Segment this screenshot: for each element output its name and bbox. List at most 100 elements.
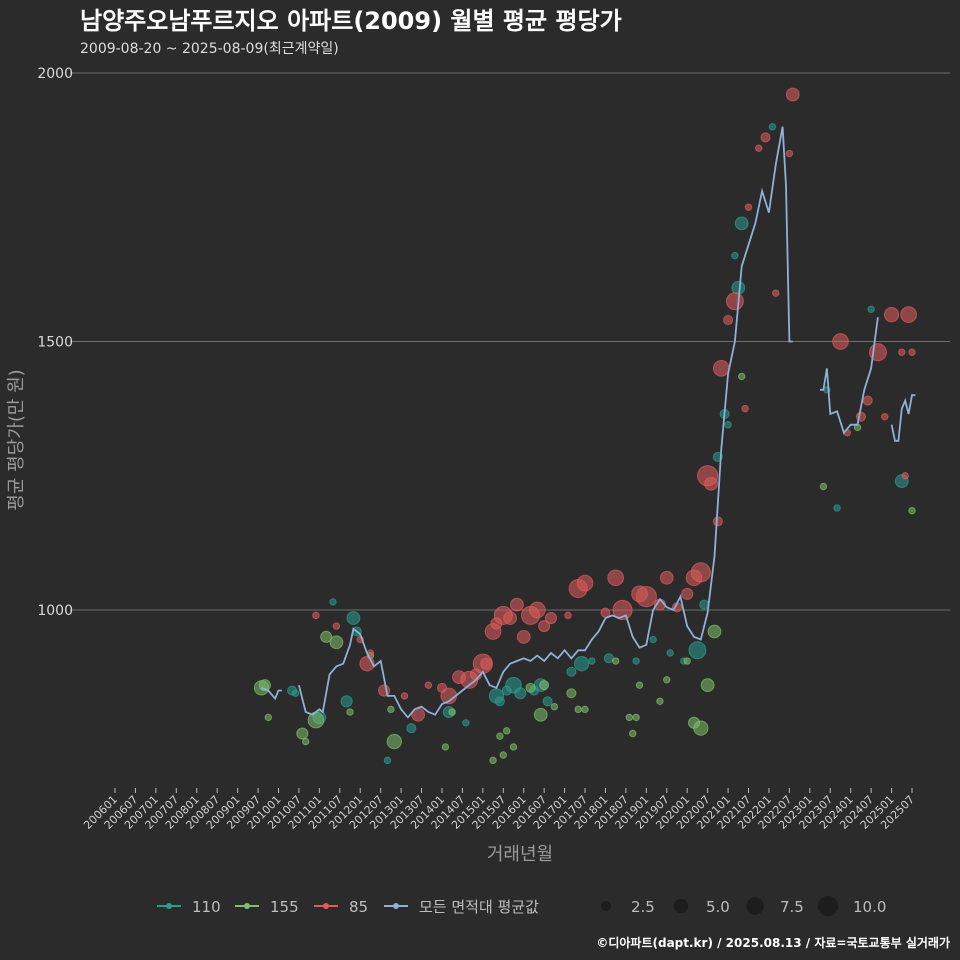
- point-155-13: [448, 708, 456, 716]
- point-110-7: [383, 756, 392, 765]
- point-85-37: [681, 587, 694, 600]
- point-85-53: [832, 333, 849, 350]
- point-155-33: [683, 657, 691, 665]
- point-85-47: [744, 203, 753, 211]
- point-155-28: [629, 729, 637, 738]
- point-155-11: [386, 733, 402, 750]
- point-85-1: [332, 622, 341, 630]
- legend-label-1: 155: [270, 898, 299, 916]
- point-85-8: [424, 681, 433, 689]
- legend-key-dot-0: [166, 903, 172, 909]
- point-85-49: [760, 132, 771, 143]
- point-155-7: [329, 635, 344, 650]
- point-110-8: [406, 723, 417, 734]
- x-axis-ticks: 2006012006072007012007072008012008072009…: [81, 788, 917, 832]
- y-axis-ticks: 1000 1500 2000: [37, 66, 73, 619]
- point-155-3: [296, 727, 309, 740]
- point-85-31: [612, 599, 633, 621]
- legend-size-circle-0: [600, 900, 612, 912]
- point-155-35: [693, 720, 709, 736]
- source-caption: ©디아파트(dapt.kr) / 2025.08.13 / 자료=국토교통부 실…: [596, 935, 950, 950]
- avg-line-segment-1: [298, 126, 793, 719]
- point-85-44: [723, 314, 734, 326]
- legend-label-3: 모든 면적대 평균값: [419, 898, 539, 916]
- legend-label-0: 110: [192, 898, 221, 916]
- point-85-42: [712, 516, 723, 527]
- point-85-41: [704, 476, 718, 491]
- point-155-12: [441, 743, 450, 751]
- point-110-31: [724, 421, 732, 429]
- point-155-26: [611, 657, 620, 665]
- point-110-23: [632, 657, 640, 665]
- point-110-4: [340, 695, 353, 708]
- avg-line-segment-2: [820, 317, 879, 435]
- point-155-21: [539, 680, 550, 691]
- legend-size-label-3: 10.0: [853, 898, 886, 916]
- point-85-48: [755, 144, 763, 152]
- point-85-56: [862, 395, 873, 406]
- point-110-12: [494, 696, 505, 707]
- point-155-6: [320, 630, 333, 643]
- point-85-61: [901, 472, 909, 480]
- point-85-26: [564, 611, 572, 620]
- y-axis-label: 평균 평당가(만 원): [6, 369, 27, 510]
- point-110-33: [731, 280, 746, 295]
- point-110-5: [346, 611, 361, 625]
- point-85-19: [503, 611, 517, 625]
- point-85-43: [712, 360, 730, 377]
- point-155-32: [663, 676, 671, 684]
- point-110-20: [573, 656, 590, 672]
- point-155-20: [533, 707, 548, 722]
- legend-key-dot-2: [323, 903, 329, 909]
- point-110-35: [768, 123, 777, 131]
- point-155-25: [581, 705, 589, 714]
- point-85-63: [900, 306, 917, 323]
- point-155-15: [496, 732, 504, 740]
- y-tick-label-1000: 1000: [37, 603, 73, 619]
- point-155-29: [632, 713, 640, 722]
- point-85-58: [881, 412, 889, 421]
- point-110-25: [666, 649, 674, 657]
- chart-subtitle: 2009-08-20 ~ 2025-08-09(최근계약일): [80, 41, 339, 57]
- point-85-0: [312, 611, 320, 620]
- legend-size-circle-3: [817, 895, 839, 917]
- point-155-37: [707, 624, 722, 639]
- legend-size-circle-2: [746, 897, 764, 915]
- chart-title: 남양주오남푸르지오 아파트(2009) 월별 평균 평당가: [80, 7, 622, 35]
- point-85-46: [741, 404, 749, 413]
- point-85-15: [480, 657, 493, 670]
- point-155-10: [387, 705, 395, 714]
- point-110-1: [291, 689, 300, 697]
- point-110-21: [588, 657, 596, 665]
- point-155-41: [908, 506, 916, 515]
- point-155-36: [700, 678, 715, 693]
- point-110-24: [649, 635, 657, 644]
- legend-label-2: 85: [349, 898, 368, 916]
- point-85-45: [725, 292, 744, 311]
- point-155-16: [499, 751, 507, 759]
- point-85-20: [510, 597, 524, 612]
- point-110-38: [867, 305, 875, 313]
- point-110-19: [566, 666, 577, 677]
- point-85-29: [600, 607, 611, 618]
- point-85-21: [516, 629, 531, 644]
- point-85-6: [400, 692, 409, 700]
- point-155-17: [502, 727, 511, 735]
- point-155-23: [566, 688, 577, 699]
- point-155-2: [264, 713, 272, 722]
- point-155-27: [625, 713, 634, 722]
- legend-key-dot-1: [244, 903, 250, 909]
- point-110-10: [462, 719, 470, 727]
- point-85-62: [908, 348, 916, 356]
- y-tick-label-2000: 2000: [37, 66, 73, 82]
- point-110-34: [734, 216, 749, 231]
- avg-line-segment-3: [890, 394, 916, 442]
- point-85-59: [883, 306, 900, 323]
- x-axis-label: 거래년월: [487, 844, 553, 865]
- average-line: [261, 126, 916, 719]
- point-85-39: [690, 562, 711, 583]
- point-155-22: [550, 702, 559, 711]
- point-85-24: [538, 620, 551, 633]
- point-110-15: [514, 687, 527, 700]
